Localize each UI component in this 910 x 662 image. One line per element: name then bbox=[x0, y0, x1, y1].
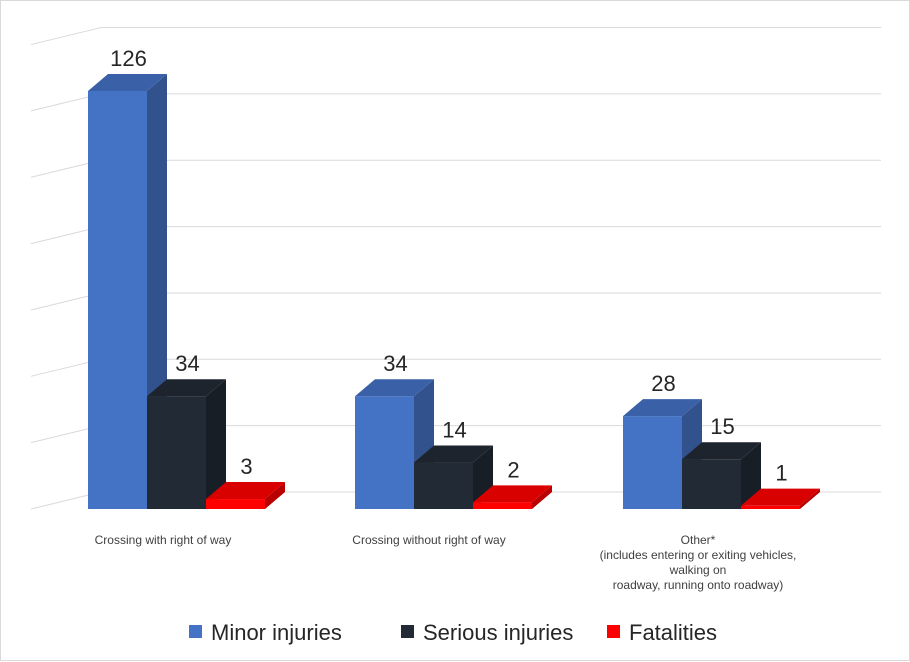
bar-serious-injuries-3 bbox=[682, 442, 761, 509]
value-label: 1 bbox=[775, 461, 787, 486]
bar-fatalities-2 bbox=[473, 485, 552, 509]
value-label: 126 bbox=[110, 46, 147, 71]
bars bbox=[88, 74, 820, 509]
bar-serious-injuries-1 bbox=[147, 379, 226, 509]
legend-label: Fatalities bbox=[629, 620, 717, 645]
value-label: 14 bbox=[442, 418, 466, 443]
legend: Minor injuries Serious injuries Fatalities bbox=[189, 620, 717, 645]
value-label: 34 bbox=[383, 351, 407, 376]
bar-fatalities-3 bbox=[741, 488, 820, 509]
legend-swatch bbox=[189, 625, 202, 638]
value-label: 34 bbox=[175, 351, 199, 376]
category-label: Crossing without right of way bbox=[352, 533, 505, 547]
legend-item: Minor injuries bbox=[189, 620, 342, 645]
legend-swatch bbox=[401, 625, 414, 638]
legend-item: Fatalities bbox=[607, 620, 717, 645]
value-label: 2 bbox=[507, 457, 519, 482]
legend-label: Minor injuries bbox=[211, 620, 342, 645]
value-label: 3 bbox=[240, 454, 252, 479]
value-label: 15 bbox=[710, 414, 734, 439]
legend-label: Serious injuries bbox=[423, 620, 573, 645]
bar-fatalities-1 bbox=[206, 482, 285, 509]
category-label: Other* (includes entering or exiting vehi… bbox=[600, 533, 797, 592]
bar-serious-injuries-2 bbox=[414, 445, 493, 509]
gridline-side bbox=[30, 27, 102, 46]
category-label: Crossing with right of way bbox=[95, 533, 232, 547]
bar-minor-injuries-2 bbox=[355, 379, 434, 509]
category-labels: Crossing with right of way Crossing witho… bbox=[95, 533, 797, 592]
legend-item: Serious injuries bbox=[401, 620, 573, 645]
value-label: 28 bbox=[651, 371, 675, 396]
value-labels: 126 34 28 34 14 15 3 2 1 bbox=[110, 46, 787, 486]
legend-swatch bbox=[607, 625, 620, 638]
